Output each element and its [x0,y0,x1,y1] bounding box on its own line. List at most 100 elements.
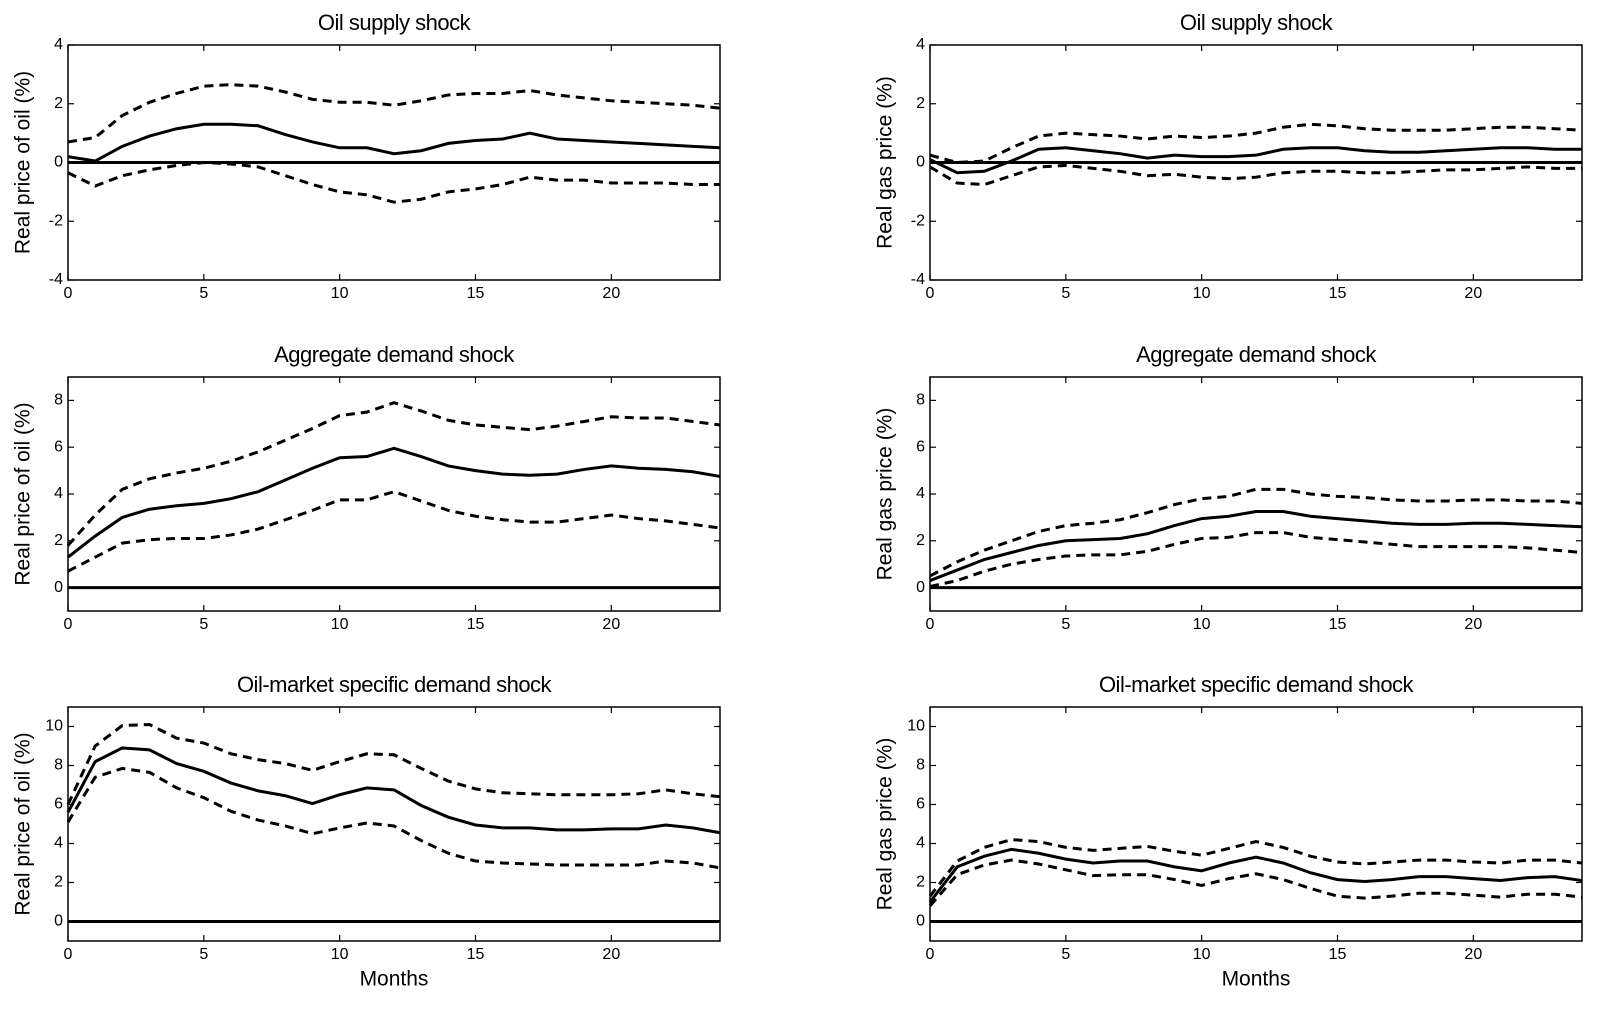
y-axis-label: Real gas price (%) [874,408,897,581]
x-tick-label: 0 [64,946,73,963]
y-tick-label: 8 [54,757,63,774]
x-tick-label: 20 [1464,285,1482,302]
y-tick-label: 2 [916,532,925,549]
y-tick-label: 2 [916,95,925,112]
series-line [928,847,1583,903]
x-tick-label: 10 [1193,946,1211,963]
series-line [929,146,1582,175]
x-tick-label: 5 [199,946,208,963]
x-tick-label: 15 [1329,946,1347,963]
x-tick-label: 0 [926,616,935,633]
y-tick-label: -2 [911,212,925,229]
subplot-title: Aggregate demand shock [1136,342,1377,367]
subplot-title: Aggregate demand shock [274,342,515,367]
y-tick-label: 6 [916,438,925,455]
series-line [67,122,721,163]
series-line [66,746,721,835]
series-line [66,401,721,547]
y-tick-label: 2 [54,874,63,891]
plot-frame [929,376,1583,612]
y-tick-label: 0 [916,579,925,596]
x-tick-label: 15 [467,946,485,963]
x-tick-label: 0 [64,285,73,302]
x-tick-label: 0 [926,285,935,302]
subplot: 0 2 4 6 8 10 0 5 10 15 20 Oil-market specific deman… [12,672,721,991]
x-tick-label: 5 [1061,285,1070,302]
y-tick-label: -4 [49,271,63,288]
x-tick-label: 10 [331,946,349,963]
plot-frame [929,706,1583,942]
y-axis-label: Real price of oil (%) [12,402,35,585]
y-tick-label: 10 [45,718,63,735]
subplot: -4 -2 0 2 4 0 5 10 15 20 Oil supply shock Real gas … [874,10,1583,302]
y-axis-label: Real gas price (%) [874,76,897,249]
series-line [929,531,1583,588]
y-tick-label: 0 [916,154,925,171]
y-axis-label: Real price of oil (%) [12,732,35,915]
series-line [929,163,1582,187]
y-tick-label: 2 [54,532,63,549]
x-tick-label: 10 [1193,616,1211,633]
plot-frame [67,706,721,942]
y-tick-label: -2 [49,212,63,229]
x-axis-label: Months [360,968,429,991]
series-line [929,487,1583,578]
y-tick-label: 4 [916,485,925,502]
subplot: 0 2 4 6 8 0 5 10 15 20 Aggregate demand shock Real … [874,342,1583,633]
subplot-title: Oil-market specific demand shock [237,672,553,697]
x-tick-label: 5 [1061,946,1070,963]
x-tick-label: 10 [331,285,349,302]
y-axis-label: Real gas price (%) [874,738,897,911]
x-tick-label: 20 [602,616,620,633]
x-tick-label: 20 [1464,616,1482,633]
y-tick-label: 6 [54,796,63,813]
x-tick-label: 20 [602,285,620,302]
y-tick-label: 8 [916,757,925,774]
series-line [928,858,1583,907]
series-line [67,160,720,204]
y-tick-label: 4 [916,835,925,852]
y-tick-label: 2 [54,95,63,112]
y-tick-label: 8 [916,392,925,409]
series-line [66,766,721,870]
y-tick-label: 2 [916,874,925,891]
y-tick-label: 0 [54,154,63,171]
y-tick-label: 4 [916,36,925,53]
x-tick-label: 0 [926,946,935,963]
y-tick-label: 6 [916,796,925,813]
y-axis-label: Real price of oil (%) [12,71,35,254]
x-tick-label: 10 [1193,285,1211,302]
y-tick-label: 6 [54,438,63,455]
y-tick-label: 0 [54,913,63,930]
subplot-title: Oil-market specific demand shock [1099,672,1415,697]
series-line [928,838,1583,898]
subplot-title: Oil supply shock [1180,10,1334,35]
series-line [67,446,721,559]
x-tick-label: 5 [1061,616,1070,633]
y-tick-label: 0 [54,579,63,596]
subplot: -4 -2 0 2 4 0 5 10 15 20 Oil supply shock Real pric… [12,10,721,302]
x-tick-label: 15 [467,616,485,633]
y-tick-label: 4 [54,835,63,852]
x-tick-label: 20 [1464,946,1482,963]
x-tick-label: 20 [602,946,620,963]
series-line [67,490,721,573]
subplot: 0 2 4 6 8 0 5 10 15 20 Aggregate demand shock Real … [12,342,721,633]
x-tick-label: 15 [1329,616,1347,633]
series-line [929,122,1583,165]
series-line [929,510,1583,582]
y-tick-label: 4 [54,36,63,53]
x-tick-label: 15 [1329,285,1347,302]
series-line [66,723,721,806]
subplot: 0 2 4 6 8 10 0 5 10 15 20 Oil-market specific deman… [874,672,1583,991]
y-tick-label: -4 [911,271,925,288]
x-tick-label: 0 [64,616,73,633]
subplot-title: Oil supply shock [318,10,472,35]
series-line [67,83,721,144]
x-tick-label: 5 [199,616,208,633]
x-tick-label: 15 [467,285,485,302]
plot-frame [67,376,721,612]
y-tick-label: 8 [54,392,63,409]
